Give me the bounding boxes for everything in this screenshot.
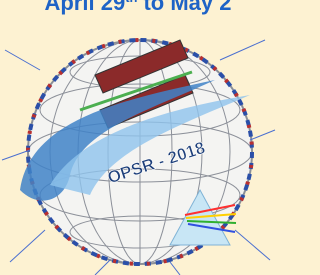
page: April 29thto May 2 OPSR - 2018 (0, 0, 276, 275)
date-suffix: th (125, 0, 137, 5)
logo-picture: April 29thto May 2 OPSR - 2018 (0, 0, 276, 275)
date-rest: to May 2 (143, 0, 231, 15)
date: April 29 (44, 0, 125, 15)
